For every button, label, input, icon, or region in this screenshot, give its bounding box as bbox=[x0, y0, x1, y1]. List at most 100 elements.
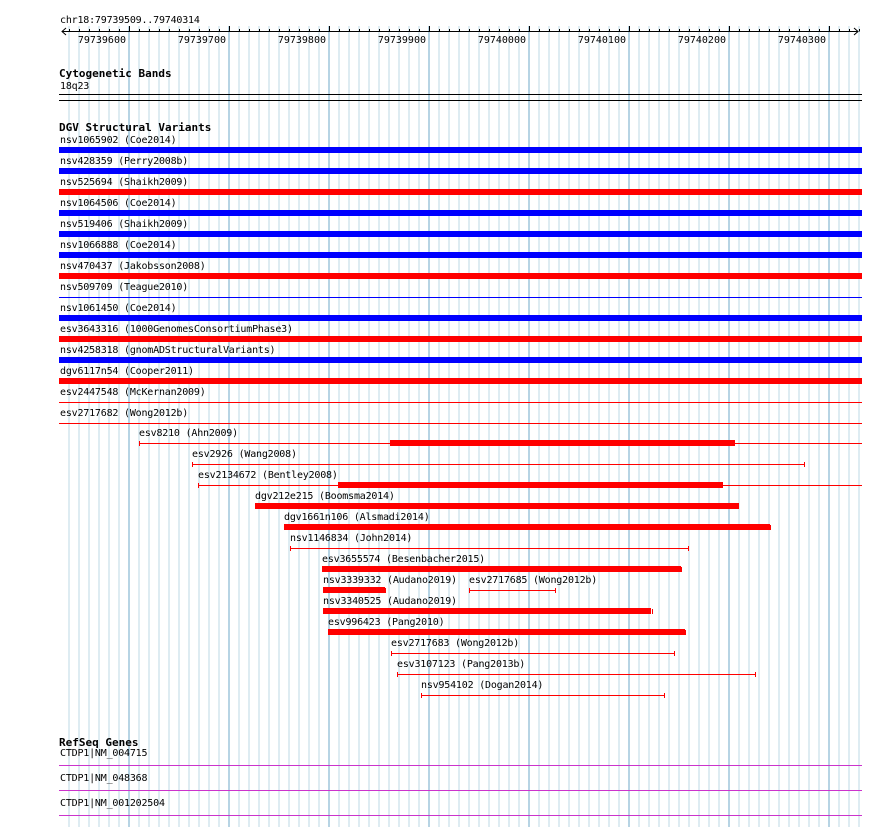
variant-feature[interactable] bbox=[59, 402, 862, 403]
variant-cap bbox=[391, 651, 392, 656]
variant-cap bbox=[421, 693, 422, 698]
variant-cap bbox=[385, 588, 386, 593]
variant-feature[interactable] bbox=[59, 231, 862, 237]
ruler-tick-label: 79739800 bbox=[277, 35, 326, 46]
ruler-tick-label: 79740100 bbox=[577, 35, 626, 46]
variant-feature[interactable] bbox=[59, 423, 862, 424]
variant-label[interactable]: esv2717683 (Wong2012b) bbox=[391, 638, 520, 649]
variant-cap bbox=[804, 462, 805, 467]
refseq-track-title[interactable]: RefSeq Genes bbox=[59, 736, 139, 749]
variant-cap bbox=[755, 672, 756, 677]
variant-line[interactable] bbox=[421, 695, 664, 696]
ruler-tick-label: 79740000 bbox=[477, 35, 526, 46]
variant-feature[interactable] bbox=[59, 297, 862, 298]
track-separator bbox=[59, 100, 862, 101]
position-ruler[interactable] bbox=[0, 26, 890, 48]
variant-line[interactable] bbox=[397, 674, 755, 675]
ruler-tick-label: 79739700 bbox=[177, 35, 226, 46]
variant-cap bbox=[198, 483, 199, 488]
dgv-track-title[interactable]: DGV Structural Variants bbox=[59, 121, 212, 134]
variant-cap bbox=[555, 588, 556, 593]
variant-cap bbox=[685, 630, 686, 635]
cytoband-line bbox=[59, 94, 862, 95]
variant-feature[interactable] bbox=[338, 482, 723, 488]
location-label: chr18:79739509..79740314 bbox=[60, 15, 200, 26]
variant-feature[interactable] bbox=[59, 315, 862, 321]
variant-label[interactable]: esv2717685 (Wong2012b) bbox=[469, 575, 598, 586]
variant-label[interactable]: nsv3340525 (Audano2019) bbox=[323, 596, 457, 607]
variant-label[interactable]: nsv519406 (Shaikh2009) bbox=[60, 219, 189, 230]
variant-label[interactable]: esv2134672 (Bentley2008) bbox=[198, 470, 338, 481]
variant-cap bbox=[674, 651, 675, 656]
variant-label[interactable]: nsv1061450 (Coe2014) bbox=[60, 303, 177, 314]
variant-label[interactable]: nsv428359 (Perry2008b) bbox=[60, 156, 189, 167]
variant-label[interactable]: esv3643316 (1000GenomesConsortiumPhase3) bbox=[60, 324, 293, 335]
variant-line[interactable] bbox=[290, 548, 688, 549]
variant-line[interactable] bbox=[192, 464, 804, 465]
variant-label[interactable]: nsv954102 (Dogan2014) bbox=[421, 680, 544, 691]
variant-label[interactable]: nsv509709 (Teague2010) bbox=[60, 282, 189, 293]
variant-cap bbox=[770, 525, 771, 530]
ruler-left-arrow-icon bbox=[61, 27, 67, 36]
gene-intron-line[interactable] bbox=[59, 765, 862, 766]
variant-feature[interactable] bbox=[59, 273, 862, 279]
variant-label[interactable]: esv3655574 (Besenbacher2015) bbox=[322, 554, 485, 565]
variant-label[interactable]: dgv212e215 (Boomsma2014) bbox=[255, 491, 395, 502]
variant-label[interactable]: nsv1065902 (Coe2014) bbox=[60, 135, 177, 146]
gene-intron-line[interactable] bbox=[59, 790, 862, 791]
variant-line[interactable] bbox=[391, 653, 674, 654]
gene-intron-line[interactable] bbox=[59, 815, 862, 816]
variant-cap bbox=[290, 546, 291, 551]
variant-label[interactable]: esv2717682 (Wong2012b) bbox=[60, 408, 189, 419]
variant-label[interactable]: nsv525694 (Shaikh2009) bbox=[60, 177, 189, 188]
variant-line[interactable] bbox=[469, 590, 555, 591]
variant-label[interactable]: esv2447548 (McKernan2009) bbox=[60, 387, 206, 398]
variant-feature[interactable] bbox=[284, 524, 770, 530]
variant-feature[interactable] bbox=[255, 503, 739, 509]
variant-feature[interactable] bbox=[323, 587, 385, 593]
variant-feature[interactable] bbox=[59, 189, 862, 195]
variant-cap bbox=[652, 609, 653, 614]
variant-cap bbox=[688, 546, 689, 551]
gene-label[interactable]: CTDP1|NM_001202504 bbox=[60, 798, 165, 809]
variant-label[interactable]: nsv1146834 (John2014) bbox=[290, 533, 413, 544]
variant-cap bbox=[681, 567, 682, 572]
cytoband-track-title[interactable]: Cytogenetic Bands bbox=[59, 67, 172, 80]
variant-label[interactable]: esv8210 (Ahn2009) bbox=[139, 428, 238, 439]
gene-label[interactable]: CTDP1|NM_004715 bbox=[60, 748, 148, 759]
variant-label[interactable]: nsv1066888 (Coe2014) bbox=[60, 240, 177, 251]
ruler-tick-label: 79739900 bbox=[377, 35, 426, 46]
variant-feature[interactable] bbox=[322, 566, 681, 572]
variant-feature[interactable] bbox=[323, 608, 651, 614]
variant-label[interactable]: esv3107123 (Pang2013b) bbox=[397, 659, 526, 670]
variant-cap bbox=[664, 693, 665, 698]
ruler-tick-label: 79740300 bbox=[777, 35, 826, 46]
variant-label[interactable]: dgv1661n106 (Alsmadi2014) bbox=[284, 512, 430, 523]
variant-label[interactable]: esv996423 (Pang2010) bbox=[328, 617, 445, 628]
variant-feature[interactable] bbox=[59, 378, 862, 384]
variant-cap bbox=[192, 462, 193, 467]
ruler-tick-label: 79740200 bbox=[677, 35, 726, 46]
ruler-tick-label: 79739600 bbox=[77, 35, 126, 46]
variant-feature[interactable] bbox=[59, 252, 862, 258]
variant-cap bbox=[397, 672, 398, 677]
variant-feature[interactable] bbox=[59, 168, 862, 174]
variant-label[interactable]: nsv4258318 (gnomADStructuralVariants) bbox=[60, 345, 276, 356]
variant-label[interactable]: nsv1064506 (Coe2014) bbox=[60, 198, 177, 209]
variant-label[interactable]: nsv3339332 (Audano2019) bbox=[323, 575, 457, 586]
variant-feature[interactable] bbox=[59, 147, 862, 153]
variant-label[interactable]: dgv6117n54 (Cooper2011) bbox=[60, 366, 194, 377]
variant-feature[interactable] bbox=[328, 629, 685, 635]
variant-feature[interactable] bbox=[59, 357, 862, 363]
variant-feature[interactable] bbox=[390, 440, 735, 446]
variant-feature[interactable] bbox=[59, 336, 862, 342]
cytoband-label: 18q23 bbox=[60, 81, 90, 92]
variant-label[interactable]: esv2926 (Wang2008) bbox=[192, 449, 297, 460]
ruler-right-arrow-icon bbox=[853, 27, 859, 36]
gene-label[interactable]: CTDP1|NM_048368 bbox=[60, 773, 148, 784]
variant-label[interactable]: nsv470437 (Jakobsson2008) bbox=[60, 261, 206, 272]
variant-feature[interactable] bbox=[59, 210, 862, 216]
variant-cap bbox=[139, 441, 140, 446]
variant-cap bbox=[469, 588, 470, 593]
